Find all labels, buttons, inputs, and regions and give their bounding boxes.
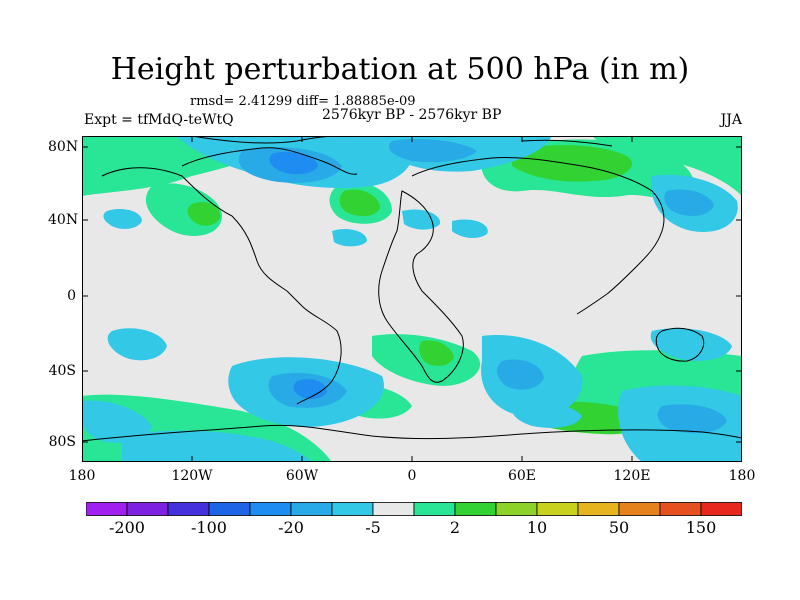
- colorbar-label: 2: [449, 518, 461, 537]
- period-text: 2576kyr BP - 2576kyr BP: [322, 107, 502, 123]
- colorbar-swatch: [208, 502, 251, 516]
- experiment-label: Expt = tfMdQ-teWtQ: [84, 112, 234, 128]
- lon-label-120w: 120W: [171, 468, 213, 484]
- colorbar-swatch: [126, 502, 169, 516]
- colorbar-label: 150: [685, 518, 717, 537]
- colorbar-label: -100: [191, 518, 227, 537]
- colorbar-swatch: [290, 502, 333, 516]
- season-label: JJA: [720, 112, 742, 128]
- map-title: Height perturbation at 500 hPa (in m): [110, 52, 690, 87]
- colorbar-swatch: [577, 502, 620, 516]
- lat-label-40s: 40S: [48, 363, 76, 379]
- colorbar-swatch: [495, 502, 538, 516]
- lat-label-80n: 80N: [48, 139, 79, 155]
- colorbar-label: 50: [608, 518, 630, 537]
- colorbar-swatch: [372, 502, 415, 516]
- colorbar-label: -5: [365, 518, 381, 537]
- colorbar-swatch: [659, 502, 702, 516]
- colorbar-label: -20: [278, 518, 304, 537]
- lat-label-80s: 80S: [48, 434, 76, 450]
- colorbar-swatch: [413, 502, 456, 516]
- lat-label-0: 0: [67, 288, 76, 304]
- lon-label-60w: 60W: [285, 468, 319, 484]
- colorbar-swatch: [536, 502, 579, 516]
- coastlines: [82, 136, 742, 442]
- colorbar-swatch: [331, 502, 374, 516]
- colorbar: [86, 502, 742, 516]
- lon-label-180w: 180: [68, 468, 96, 484]
- negative-contours-mid: [238, 139, 727, 434]
- colorbar-label: 10: [526, 518, 548, 537]
- lon-label-60e: 60E: [507, 468, 537, 484]
- lon-label-180e: 180: [728, 468, 756, 484]
- colorbar-swatch: [700, 502, 742, 516]
- colorbar-swatch: [86, 502, 128, 516]
- colorbar-swatch: [249, 502, 292, 516]
- lon-label-120e: 120E: [613, 468, 651, 484]
- colorbar-swatch: [618, 502, 661, 516]
- colorbar-swatch: [167, 502, 210, 516]
- map-plot: [82, 136, 742, 462]
- axis-ticks: [82, 136, 742, 462]
- negative-contours-strong: [269, 151, 327, 400]
- stats-text: rmsd= 2.41299 diff= 1.88885e-09: [190, 94, 416, 109]
- lon-label-0: 0: [407, 468, 417, 484]
- lat-label-40n: 40N: [48, 212, 79, 228]
- colorbar-label: -200: [109, 518, 145, 537]
- colorbar-swatch: [454, 502, 497, 516]
